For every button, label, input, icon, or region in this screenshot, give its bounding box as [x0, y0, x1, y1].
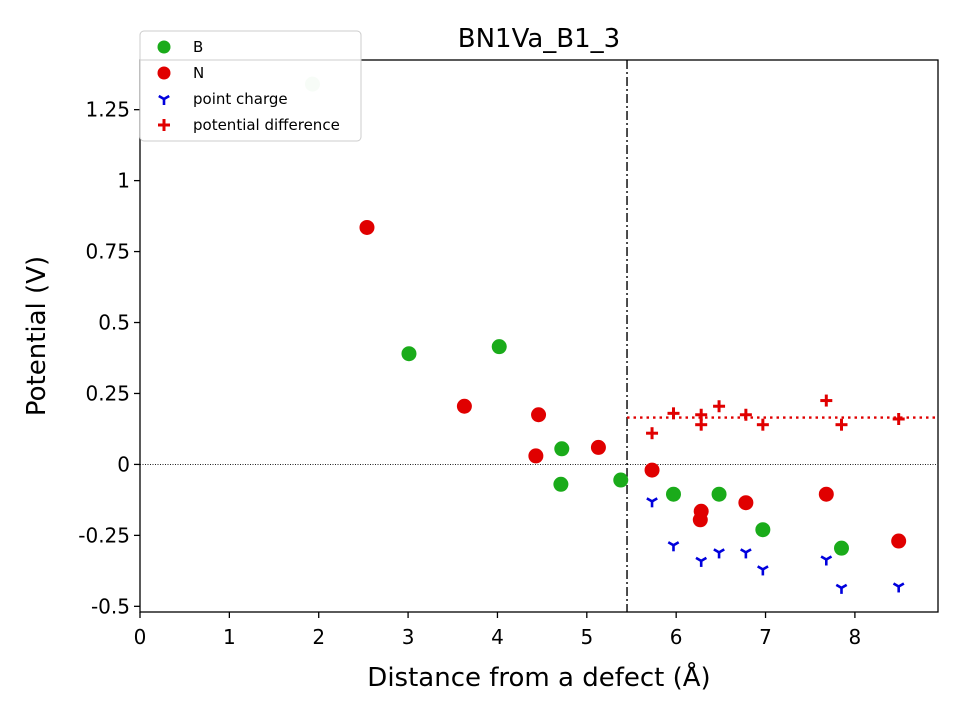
- axes-frame: [139, 59, 939, 613]
- data-point: [613, 472, 629, 488]
- chart-title: BN1Va_B1_3: [458, 24, 620, 54]
- data-point: [456, 398, 472, 414]
- data-point: [646, 497, 658, 508]
- data-point: [835, 583, 848, 594]
- x-tick-label: 1: [223, 625, 236, 649]
- data-point: [646, 427, 659, 440]
- x-tick-label: 0: [134, 625, 147, 649]
- x-tick-label: 8: [849, 625, 862, 649]
- data-point: [491, 339, 507, 355]
- series-N: [359, 219, 907, 549]
- data-point: [695, 556, 708, 567]
- data-point: [692, 512, 708, 528]
- y-tick-label: 1: [117, 169, 130, 193]
- y-tick-label: 0.5: [98, 311, 130, 335]
- y-tick-label: -0.5: [91, 594, 130, 618]
- legend-marker: [157, 66, 171, 80]
- data-point: [738, 495, 754, 511]
- x-tick-label: 4: [491, 625, 504, 649]
- data-point: [711, 486, 727, 502]
- x-tick-label: 3: [402, 625, 415, 649]
- legend-marker: [158, 119, 170, 131]
- data-point: [667, 407, 680, 420]
- data-point: [835, 418, 848, 431]
- series-potential-difference: [646, 394, 905, 440]
- data-point: [740, 548, 752, 559]
- x-tick-label: 2: [312, 625, 325, 649]
- data-point: [667, 541, 680, 552]
- data-point: [695, 408, 708, 421]
- data-point: [554, 441, 570, 457]
- data-point: [756, 418, 769, 431]
- data-point: [891, 533, 907, 549]
- data-point: [892, 413, 905, 426]
- data-point: [644, 462, 660, 478]
- data-point: [713, 548, 725, 559]
- y-tick-label: -0.25: [78, 523, 130, 547]
- data-point: [590, 439, 606, 455]
- data-point: [553, 476, 569, 492]
- y-tick-label: 0: [117, 452, 130, 476]
- data-point: [531, 407, 547, 423]
- data-point: [713, 400, 726, 413]
- data-point: [359, 219, 375, 235]
- x-tick-label: 7: [759, 625, 772, 649]
- data-point: [833, 540, 849, 556]
- data-point: [818, 486, 834, 502]
- legend-label: B: [193, 38, 203, 56]
- data-point: [755, 522, 771, 538]
- legend-label: potential difference: [193, 116, 340, 134]
- data-point: [739, 408, 752, 421]
- x-tick-label: 6: [670, 625, 683, 649]
- legend-label: point charge: [193, 90, 288, 108]
- y-tick-label: 1.25: [85, 98, 130, 122]
- data-point: [892, 582, 905, 593]
- x-tick-label: 5: [580, 625, 593, 649]
- legend-marker: [157, 40, 171, 54]
- y-tick-label: 0.25: [85, 381, 130, 405]
- data-point: [665, 486, 681, 502]
- legend-label: N: [193, 64, 204, 82]
- plot-area: 0 1 2 3 4 5 6 7 8 -0.5 -0.25 0 0.25 0.5 0.75 1 1.25: [78, 59, 939, 649]
- y-tick-label: 0.75: [85, 240, 130, 264]
- series-point-charge: [646, 497, 905, 594]
- data-point: [757, 565, 769, 576]
- legend-box: [139, 30, 362, 142]
- x-axis-title: Distance from a defect (Å): [367, 661, 710, 693]
- data-point: [820, 555, 833, 566]
- legend-marker: [158, 94, 170, 105]
- data-point: [401, 346, 417, 362]
- data-point: [528, 448, 544, 464]
- y-axis-title: Potential (V): [22, 256, 52, 416]
- data-point: [820, 394, 833, 407]
